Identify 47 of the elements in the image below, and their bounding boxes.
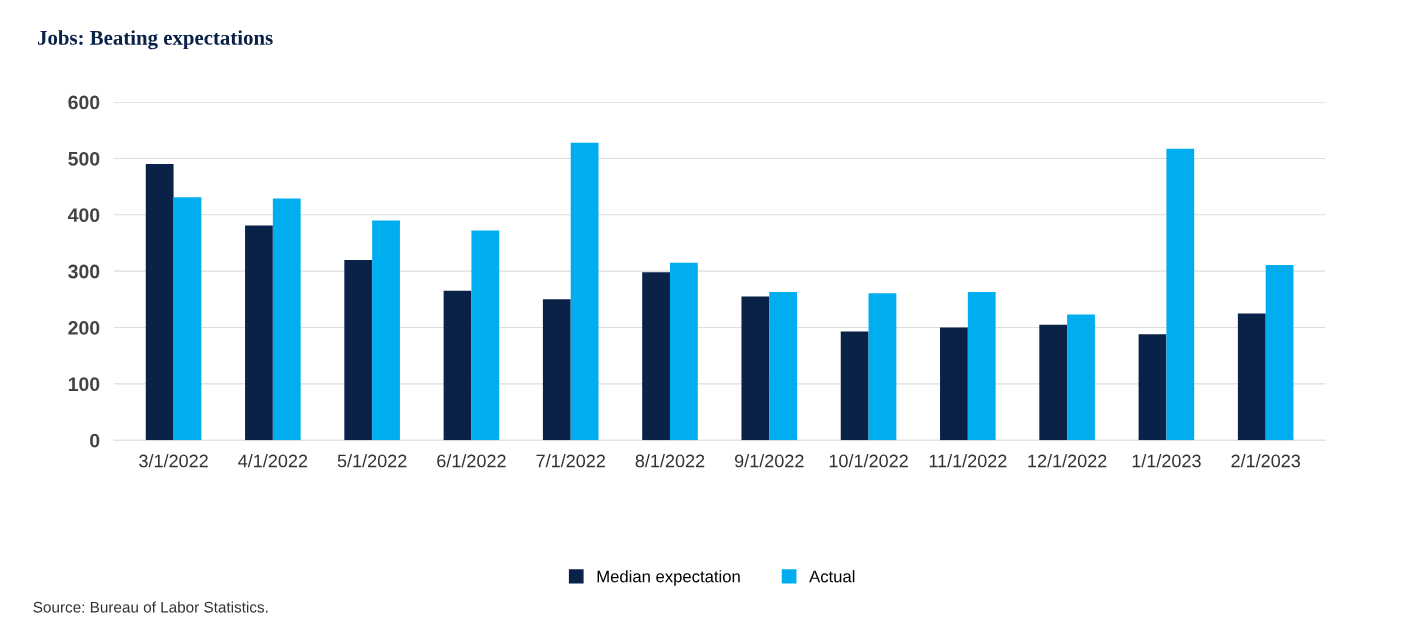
bar [443, 290, 472, 441]
x-tick-label: 8/1/2022 [635, 454, 705, 468]
x-tick-label: 11/1/2022 [929, 454, 1007, 468]
bar [769, 292, 798, 441]
bar [967, 292, 996, 441]
x-tick-label: 6/1/2022 [437, 454, 506, 468]
bar [542, 299, 571, 441]
bar [1166, 148, 1195, 441]
y-tick-label: 500 [68, 151, 100, 166]
bar [840, 331, 869, 441]
bar [1039, 324, 1068, 441]
x-tick-label: 1/1/2023 [1132, 454, 1201, 468]
bar [741, 296, 770, 441]
bar [1138, 334, 1167, 441]
bar [940, 327, 968, 441]
bar [1067, 314, 1095, 441]
bar [372, 220, 400, 441]
x-tick-label: 5/1/2022 [337, 454, 407, 468]
bar [642, 272, 670, 441]
y-tick-label: 100 [68, 377, 100, 392]
bar [344, 259, 373, 441]
source-note: Source: Bureau of Labor Statistics. [33, 601, 268, 613]
x-tick-label: 4/1/2022 [238, 454, 308, 468]
y-tick-label: 600 [68, 95, 100, 110]
y-tick-label: 300 [68, 264, 100, 279]
legend-label: Actual [809, 570, 855, 583]
bar [471, 230, 500, 441]
x-tick-label: 12/1/2022 [1028, 454, 1107, 468]
chart-title: Jobs: Beating expectations [37, 30, 273, 50]
x-tick-label: 3/1/2022 [139, 454, 208, 468]
x-tick-label: 10/1/2022 [829, 454, 908, 468]
bar [272, 198, 301, 441]
bar [570, 142, 599, 441]
bar [1237, 313, 1266, 441]
bar [245, 225, 273, 441]
legend-label: Median expectation [597, 570, 740, 586]
x-tick-label: 2/1/2023 [1231, 454, 1301, 468]
y-tick-label: 400 [67, 208, 100, 223]
bar [1265, 264, 1294, 441]
bar [173, 197, 202, 441]
bar [145, 164, 174, 441]
bar [669, 262, 698, 441]
x-tick-label: 7/1/2022 [536, 454, 605, 468]
bar [868, 293, 897, 441]
x-tick-label: 9/1/2022 [734, 454, 804, 468]
y-tick-label: 200 [68, 320, 100, 335]
y-tick-label: 0 [90, 433, 100, 448]
